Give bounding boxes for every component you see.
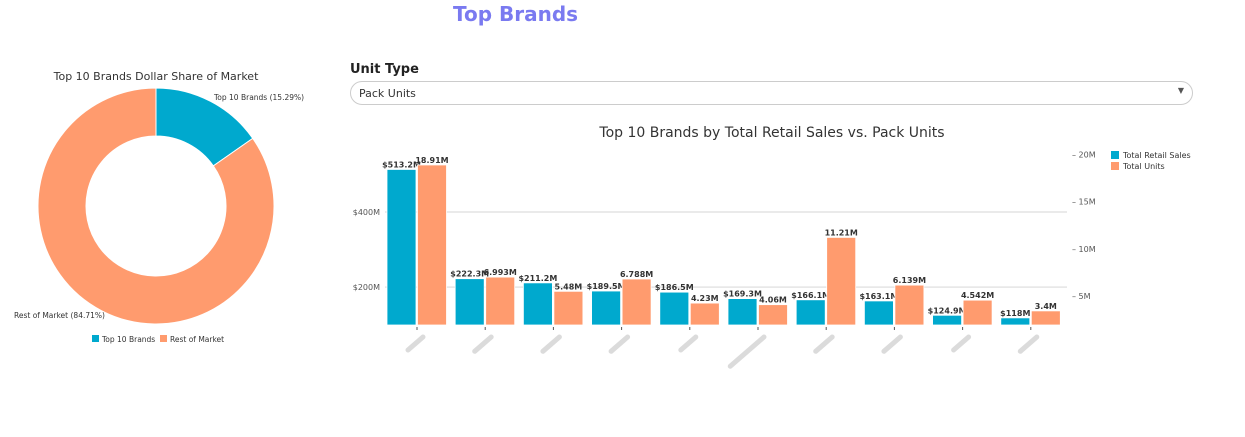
legend-swatch xyxy=(1111,162,1119,170)
unit-type-select[interactable]: Pack Units ▼ xyxy=(350,81,1193,105)
legend-item[interactable]: Rest of Market xyxy=(170,335,224,344)
bar-total-units[interactable] xyxy=(553,290,584,326)
bar-retail-sales[interactable] xyxy=(795,299,826,326)
unit-type-label: Unit Type xyxy=(350,62,419,77)
bar-data-label: 6.788M xyxy=(620,270,653,279)
bar-data-label: $118M xyxy=(1000,309,1030,318)
bar-total-units[interactable] xyxy=(894,284,925,326)
bar-total-units[interactable] xyxy=(621,278,652,326)
x-tick-label-blurred xyxy=(813,334,835,354)
bar-data-label: 5.48M xyxy=(555,282,583,291)
bar-retail-sales[interactable] xyxy=(454,278,485,326)
bar-data-label: $124.9M xyxy=(928,306,967,315)
bar-total-units[interactable] xyxy=(417,164,447,326)
bar-data-label: $513.2M xyxy=(382,160,421,169)
bar-data-label: $222.3M xyxy=(450,270,489,279)
bar-total-units[interactable] xyxy=(962,299,993,326)
page-title: Top Brands xyxy=(453,2,579,26)
bar-data-label: 4.06M xyxy=(759,296,787,305)
x-tick-label-blurred xyxy=(881,334,903,354)
bar-retail-sales[interactable] xyxy=(386,169,417,326)
x-tick-label-blurred xyxy=(608,334,631,354)
bar-data-label: 6.993M xyxy=(484,268,517,277)
bar-data-label: 4.542M xyxy=(961,291,994,300)
x-tick-label-blurred xyxy=(951,334,972,353)
legend-item[interactable]: Total Units xyxy=(1122,162,1165,171)
bar-retail-sales[interactable] xyxy=(591,290,621,326)
y-right-tick-label: – 5M xyxy=(1072,292,1091,301)
legend-swatch xyxy=(160,335,167,342)
unit-type-value: Pack Units xyxy=(359,87,416,100)
bar-data-label: $189.5M xyxy=(587,282,626,291)
y-left-tick-label: $200M xyxy=(353,283,380,292)
bar-total-units[interactable] xyxy=(826,237,857,326)
bar-total-units[interactable] xyxy=(758,304,788,326)
bar-data-label: $211.2M xyxy=(518,274,557,283)
slice-label: Rest of Market (84.71%) xyxy=(14,311,105,320)
y-left-tick-label: $400M xyxy=(353,208,380,217)
x-tick-label-blurred xyxy=(1017,334,1040,354)
x-tick-label-blurred xyxy=(540,334,562,354)
bar-total-units[interactable] xyxy=(689,302,720,326)
bar-chart-title: Top 10 Brands by Total Retail Sales vs. … xyxy=(598,125,944,141)
bar-data-label: $163.1M xyxy=(859,292,898,301)
slice-label: Top 10 Brands (15.29%) xyxy=(213,93,304,102)
bar-retail-sales[interactable] xyxy=(659,291,690,326)
y-right-tick-label: – 20M xyxy=(1072,151,1096,160)
bar-data-label: $169.3M xyxy=(723,290,762,299)
x-tick-label-blurred xyxy=(405,334,426,353)
bar-data-label: 11.21M xyxy=(825,228,858,237)
chevron-down-icon: ▼ xyxy=(1177,86,1184,95)
y-right-tick-label: – 15M xyxy=(1072,198,1096,207)
donut-title: Top 10 Brands Dollar Share of Market xyxy=(53,70,259,83)
x-tick-label-blurred xyxy=(472,334,494,354)
legend-item[interactable]: Total Retail Sales xyxy=(1122,151,1191,160)
bar-retail-sales[interactable] xyxy=(932,314,962,326)
bar-data-label: $186.5M xyxy=(655,283,694,292)
bar-retail-sales[interactable] xyxy=(1000,317,1031,326)
bar-total-units[interactable] xyxy=(485,276,516,326)
x-tick-label-blurred xyxy=(727,334,767,369)
x-tick-label-blurred xyxy=(678,334,699,353)
legend-swatch xyxy=(92,335,99,342)
donut-slice[interactable] xyxy=(37,87,275,325)
bar-data-label: 4.23M xyxy=(691,294,719,303)
legend-item[interactable]: Top 10 Brands xyxy=(101,335,155,344)
y-right-tick-label: – 10M xyxy=(1072,245,1096,254)
legend-swatch xyxy=(1111,151,1119,159)
bar-retail-sales[interactable] xyxy=(523,282,553,326)
bar-data-label: $166.1M xyxy=(791,291,830,300)
bar-data-label: 18.91M xyxy=(415,156,448,165)
bar-retail-sales[interactable] xyxy=(864,300,894,326)
donut-chart: Top 10 Brands Dollar Share of Market Top … xyxy=(14,70,304,344)
bar-total-units[interactable] xyxy=(1030,310,1061,326)
bar-data-label: 6.139M xyxy=(893,276,926,285)
bar-retail-sales[interactable] xyxy=(727,298,758,326)
bar-data-label: 3.4M xyxy=(1035,302,1057,311)
